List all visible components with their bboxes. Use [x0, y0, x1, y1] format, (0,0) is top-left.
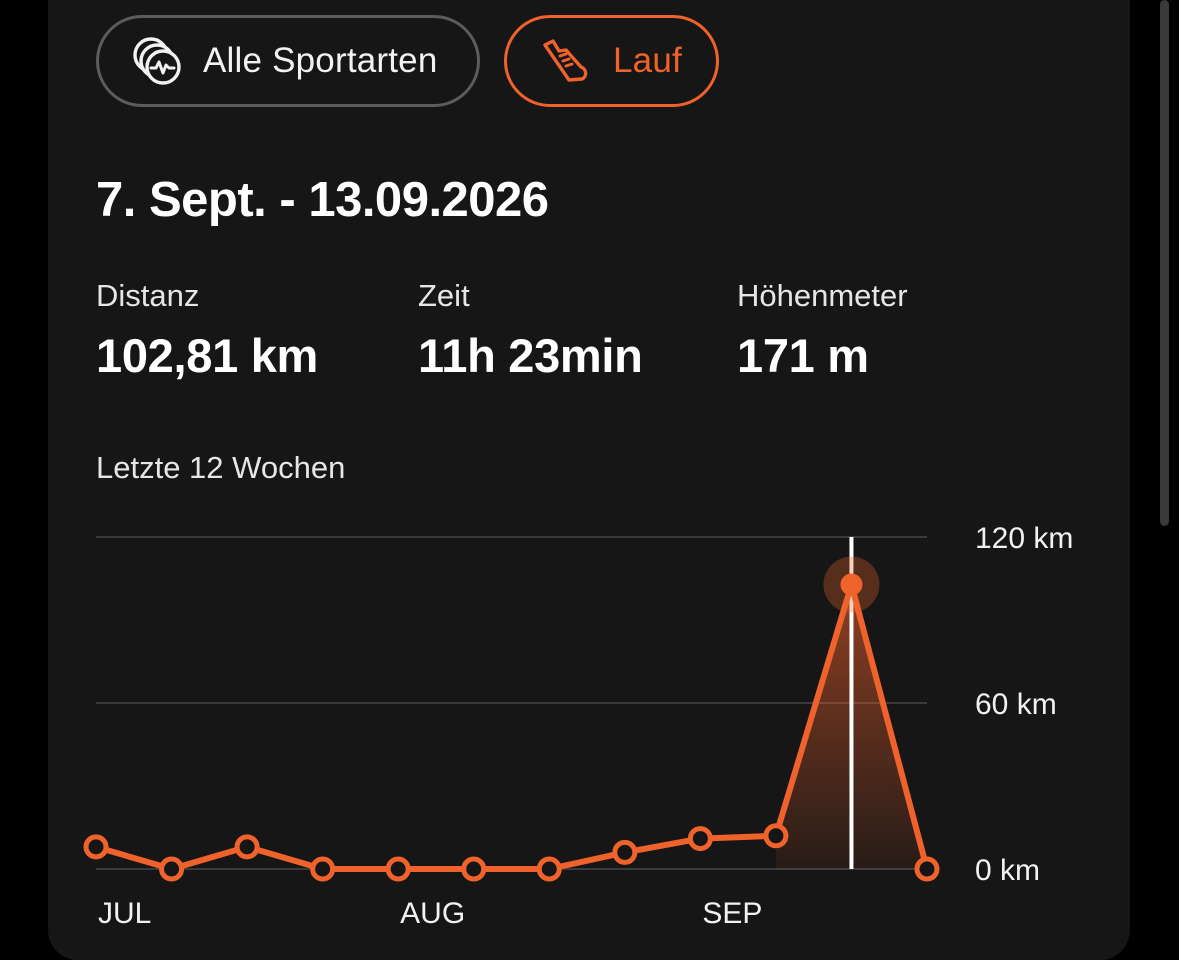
chart-section-title: Letzte 12 Wochen — [96, 450, 346, 485]
stat-time: Zeit 11h 23min — [418, 278, 643, 383]
data-point — [83, 834, 109, 860]
data-point — [310, 856, 336, 882]
data-point — [536, 856, 562, 882]
data-point — [159, 856, 185, 882]
data-point — [763, 823, 789, 849]
running-shoe-icon — [539, 35, 591, 87]
filter-running-label: Lauf — [613, 41, 682, 80]
stat-distance-value: 102,81 km — [96, 329, 319, 382]
scrollbar[interactable] — [1160, 0, 1169, 526]
x-month-label: JUL — [98, 897, 151, 930]
stat-elevation: Höhenmeter 171 m — [737, 278, 908, 383]
filter-running-button[interactable]: Lauf — [504, 15, 719, 107]
y-tick-label: 0 km — [975, 854, 1040, 887]
all-sports-icon — [131, 35, 183, 87]
selected-data-point — [840, 573, 863, 596]
stat-distance: Distanz 102,81 km — [96, 278, 318, 383]
data-point — [914, 856, 940, 882]
x-month-label: AUG — [400, 897, 465, 930]
date-range-title: 7. Sept. - 13.09.2026 — [96, 173, 549, 227]
data-point — [234, 834, 260, 860]
x-month-label: SEP — [702, 897, 762, 930]
data-point — [385, 856, 411, 882]
stat-time-value: 11h 23min — [418, 329, 643, 382]
stats-card — [48, 0, 1130, 960]
y-tick-label: 60 km — [975, 688, 1057, 721]
stat-elevation-value: 171 m — [737, 329, 869, 382]
data-point — [687, 826, 713, 852]
weekly-distance-chart[interactable]: 0 km 60 km 120 km JUL AUG SEP — [0, 0, 1179, 930]
filter-all-sports-button[interactable]: Alle Sportarten — [96, 15, 480, 107]
data-point — [461, 856, 487, 882]
stat-distance-label: Distanz — [96, 278, 200, 313]
stat-time-label: Zeit — [418, 278, 470, 313]
filter-all-sports-label: Alle Sportarten — [203, 41, 438, 80]
data-point — [612, 839, 638, 865]
stat-elevation-label: Höhenmeter — [737, 278, 908, 313]
series-line — [93, 581, 930, 872]
y-tick-label: 120 km — [975, 522, 1073, 555]
